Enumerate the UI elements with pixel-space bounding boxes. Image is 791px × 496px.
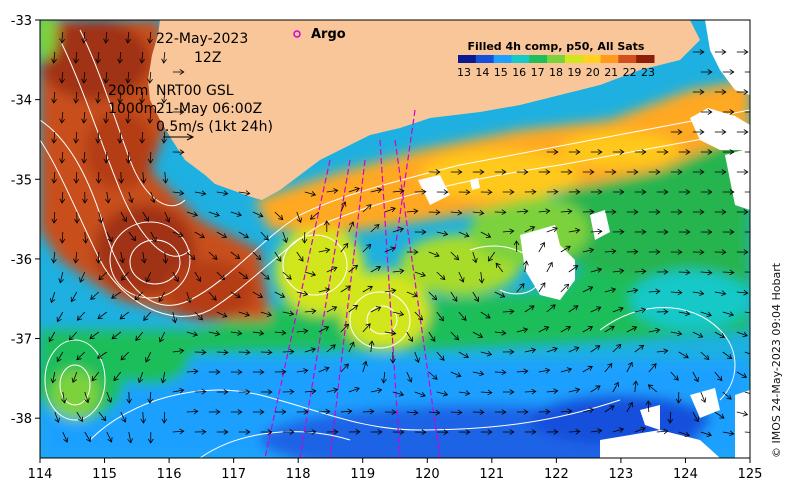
x-tick-label: 118 [286, 467, 311, 482]
colorbar-swatch [458, 55, 476, 63]
current-vector-head [752, 150, 756, 155]
current-vector-head [752, 270, 756, 275]
x-tick-label: 116 [157, 467, 182, 482]
current-vector-head [751, 352, 756, 357]
date-label: 22-May-2023 [156, 31, 248, 47]
y-tick-label: -35 [11, 173, 32, 188]
x-tick-label: 122 [544, 467, 569, 482]
x-tick-label: 119 [350, 467, 375, 482]
x-tick-label: 117 [221, 467, 246, 482]
y-tick-label: -33 [11, 14, 32, 29]
credit-label: © IMOS 24-May-2023 09:04 Hobart [770, 263, 783, 458]
current-vector [129, 392, 130, 403]
colorbar-swatch [565, 55, 583, 63]
y-tick-label: -38 [11, 412, 32, 427]
x-tick-label: 121 [479, 467, 504, 482]
current-vector-head [752, 190, 756, 195]
colorbar-label: 14 [475, 66, 489, 79]
x-tick-label: 124 [673, 467, 698, 482]
x-tick-label: 123 [608, 467, 633, 482]
colorbar-label: 19 [567, 66, 581, 79]
altimetry-time-label: 21-May 06:00Z [156, 101, 262, 117]
y-tick-label: -36 [11, 253, 32, 268]
current-vector [217, 352, 228, 353]
depth-1000m-label: 1000m [108, 101, 157, 117]
argo-label: Argo [311, 27, 346, 42]
colorbar-label: 21 [604, 66, 618, 79]
y-tick-label: -37 [11, 333, 32, 348]
colorbar-label: 23 [641, 66, 655, 79]
x-tick-label: 125 [738, 467, 763, 482]
colorbar-swatch [476, 55, 494, 63]
product-label: NRT00 GSL [156, 83, 234, 99]
x-tick-label: 120 [415, 467, 440, 482]
current-vector [679, 272, 690, 273]
current-vector-head [751, 392, 756, 397]
colorbar-label: 22 [623, 66, 637, 79]
colorbar-swatches [458, 55, 655, 63]
x-tick-label: 115 [92, 467, 117, 482]
scale-label: 0.5m/s (1kt 24h) [156, 119, 273, 135]
current-vector-head [752, 230, 756, 235]
colorbar-swatch [601, 55, 619, 63]
y-axis: -33 -34 -35 -36 -37 -38 [11, 14, 40, 427]
sst-field [33, 10, 756, 475]
colorbar-swatch [547, 55, 565, 63]
colorbar-swatch [511, 55, 529, 63]
colorbar-swatch [494, 55, 512, 63]
colorbar-label: 18 [549, 66, 563, 79]
colorbar-label: 15 [494, 66, 508, 79]
colorbar-label: 17 [531, 66, 545, 79]
colorbar-labels: 13 14 15 16 17 18 19 20 21 22 23 [457, 66, 655, 79]
colorbar: Filled 4h comp, p50, All Sats 13 14 15 16 17… [457, 40, 655, 79]
colorbar-label: 16 [512, 66, 526, 79]
colorbar-swatch [583, 55, 601, 63]
current-vector-head [752, 430, 756, 435]
depth-200m-label: 200m [108, 83, 148, 99]
colorbar-swatch [529, 55, 547, 63]
current-vector-head [752, 110, 756, 115]
colorbar-title: Filled 4h comp, p50, All Sats [468, 40, 645, 53]
x-axis: 114 115 116 117 118 119 120 121 122 123 124 125 [28, 458, 763, 482]
colorbar-swatch [618, 55, 636, 63]
colorbar-label: 13 [457, 66, 471, 79]
colorbar-swatch [636, 55, 654, 63]
colorbar-label: 20 [586, 66, 600, 79]
current-vector [239, 352, 250, 353]
x-tick-label: 114 [28, 467, 53, 482]
y-tick-label: -34 [11, 94, 32, 109]
current-vector-head [752, 70, 756, 75]
hour-label: 12Z [194, 50, 221, 66]
current-vector-head [751, 311, 755, 316]
